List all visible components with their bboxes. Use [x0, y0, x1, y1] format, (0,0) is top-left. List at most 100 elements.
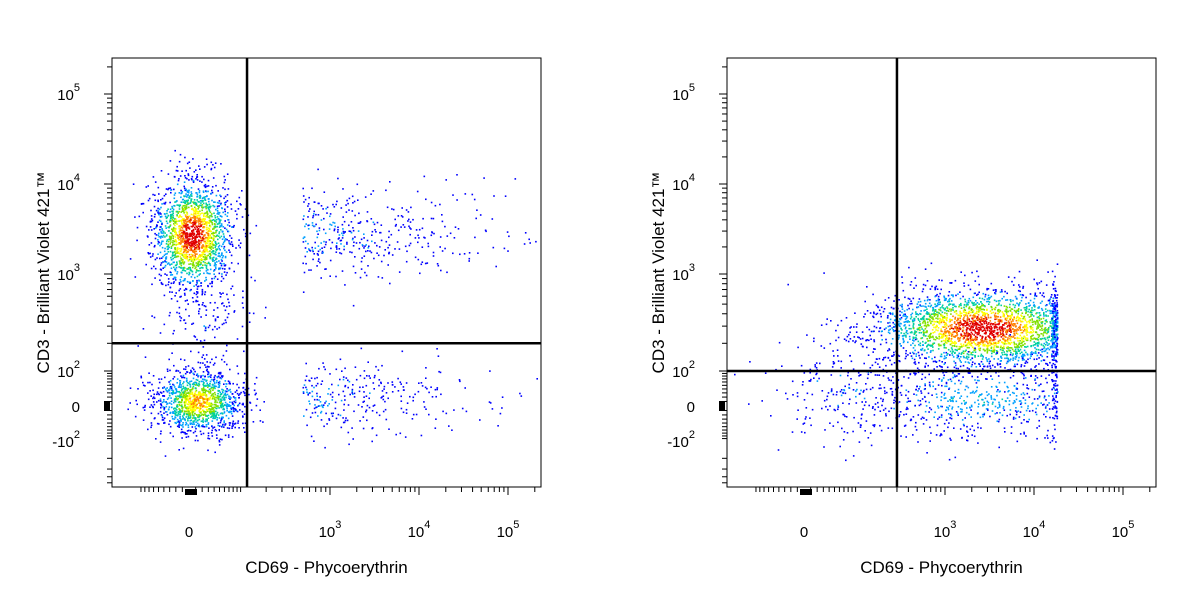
event-dot [178, 220, 180, 222]
event-dot [222, 241, 225, 244]
event-dot [183, 397, 186, 400]
event-dot [994, 292, 996, 294]
event-dot [993, 327, 996, 329]
event-dot [199, 210, 201, 213]
event-dot [168, 389, 170, 391]
event-dot [221, 418, 223, 420]
event-dot [348, 197, 351, 200]
event-dot [422, 217, 424, 220]
event-dot [959, 324, 961, 327]
event-dot [1000, 319, 1003, 322]
event-dot [169, 425, 172, 428]
event-dot [188, 256, 191, 258]
event-dot [387, 397, 389, 400]
event-dot [352, 245, 355, 247]
event-dot [438, 370, 440, 373]
event-dot [479, 214, 482, 216]
event-dot [188, 414, 190, 417]
event-dot [158, 423, 160, 425]
event-dot [339, 378, 341, 381]
event-dot [1051, 312, 1053, 314]
event-dot [199, 221, 202, 223]
event-dot [304, 240, 307, 243]
event-dot [172, 282, 175, 284]
event-dot [901, 311, 903, 314]
event-dot [877, 305, 879, 308]
event-dot [179, 371, 181, 374]
event-dot [191, 414, 194, 416]
event-dot [192, 407, 194, 410]
event-dot [304, 255, 307, 258]
event-dot [168, 226, 170, 229]
event-dot [190, 276, 193, 278]
event-dot [223, 408, 225, 411]
event-dot [418, 237, 420, 239]
event-dot [185, 201, 187, 203]
event-dot [201, 212, 203, 214]
event-dot [937, 329, 939, 332]
event-dot [223, 236, 225, 239]
event-dot [173, 401, 175, 404]
event-dot [217, 422, 220, 424]
event-dot [222, 395, 225, 397]
event-dot [173, 227, 175, 230]
event-dot [216, 213, 219, 215]
event-dot [153, 316, 156, 319]
event-dot [1021, 336, 1023, 339]
event-dot [226, 407, 228, 410]
event-dot [218, 429, 220, 431]
event-dot [176, 214, 178, 217]
event-dot [216, 229, 218, 232]
event-dot [171, 389, 173, 391]
event-dot [179, 315, 181, 318]
event-dot [209, 237, 211, 239]
event-dot [204, 199, 207, 201]
event-dot [218, 211, 221, 214]
event-dot [972, 315, 974, 317]
event-dot [217, 238, 219, 241]
event-dot [343, 248, 345, 251]
event-dot [198, 385, 200, 387]
event-dot [385, 240, 388, 243]
event-dot [1014, 295, 1017, 298]
event-dot [412, 399, 414, 402]
event-dot [175, 390, 178, 393]
event-dot [189, 268, 192, 271]
event-dot [223, 197, 225, 200]
event-dot [186, 371, 189, 373]
event-dot [209, 282, 211, 285]
event-dot [913, 358, 916, 361]
event-dot [938, 279, 940, 281]
event-dot [187, 267, 190, 269]
event-dot [185, 247, 187, 250]
event-dot [164, 260, 166, 262]
event-dot [152, 396, 155, 398]
event-dot [203, 212, 205, 215]
event-dot [150, 422, 153, 424]
event-dot [926, 352, 928, 354]
event-dot [230, 262, 233, 264]
event-dot [183, 359, 186, 361]
event-dot [226, 403, 228, 405]
event-dot [201, 206, 203, 208]
event-dot [154, 194, 156, 196]
event-dot [192, 258, 194, 260]
event-dot [147, 236, 149, 238]
event-dot [179, 404, 181, 407]
event-dot [969, 322, 972, 325]
event-dot [180, 196, 182, 199]
event-dot [212, 258, 214, 261]
event-dot [191, 266, 194, 269]
event-dot [213, 385, 216, 387]
event-dot [229, 368, 231, 371]
event-dot [185, 387, 188, 390]
event-dot [198, 425, 201, 428]
event-dot [218, 386, 220, 388]
event-dot [346, 243, 348, 245]
event-dot [899, 304, 902, 307]
event-dot [302, 392, 305, 394]
event-dot [184, 240, 186, 243]
event-dot [176, 378, 179, 380]
event-dot [216, 278, 219, 280]
event-dot [178, 385, 181, 387]
